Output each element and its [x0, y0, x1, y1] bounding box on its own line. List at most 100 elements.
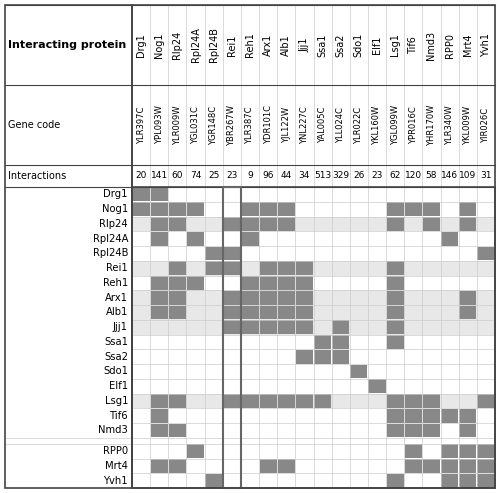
Text: Jjj1: Jjj1 — [300, 38, 310, 52]
Bar — [423, 459, 440, 473]
Text: 34: 34 — [298, 172, 310, 180]
Text: YLR387C: YLR387C — [246, 106, 254, 144]
Text: 25: 25 — [208, 172, 220, 180]
Text: YAL005C: YAL005C — [318, 107, 327, 143]
Text: Ssa1: Ssa1 — [104, 337, 128, 347]
Text: Nog1: Nog1 — [102, 204, 128, 214]
Bar — [278, 320, 295, 334]
Bar — [386, 423, 404, 437]
Bar — [278, 291, 295, 305]
Text: Yvh1: Yvh1 — [104, 476, 128, 486]
Bar — [223, 291, 240, 305]
Bar — [296, 350, 313, 363]
Bar — [441, 409, 458, 423]
Text: 31: 31 — [480, 172, 492, 180]
Text: 44: 44 — [280, 172, 292, 180]
Bar — [242, 320, 258, 334]
Text: 23: 23 — [372, 172, 382, 180]
Bar — [423, 423, 440, 437]
Bar — [405, 409, 422, 423]
Text: YLR340W: YLR340W — [445, 105, 454, 145]
Bar — [441, 444, 458, 458]
Bar — [405, 444, 422, 458]
Text: Nog1: Nog1 — [154, 32, 164, 58]
Bar — [368, 379, 386, 393]
Bar — [260, 394, 276, 408]
Text: 109: 109 — [459, 172, 476, 180]
Bar — [278, 459, 295, 473]
Bar — [132, 202, 150, 216]
Bar — [223, 306, 240, 319]
Bar — [169, 291, 186, 305]
Bar — [223, 261, 240, 275]
Bar — [296, 291, 313, 305]
Bar — [132, 261, 495, 276]
Text: Ssa2: Ssa2 — [104, 352, 128, 362]
Bar — [169, 459, 186, 473]
Text: Rlp24: Rlp24 — [100, 219, 128, 229]
Text: Rei1: Rei1 — [227, 35, 237, 56]
Bar — [386, 335, 404, 349]
Text: 62: 62 — [390, 172, 401, 180]
Bar — [296, 276, 313, 290]
Text: Elf1: Elf1 — [109, 381, 128, 391]
Bar — [150, 459, 168, 473]
Bar — [296, 394, 313, 408]
Bar — [386, 320, 404, 334]
Text: Drg1: Drg1 — [136, 33, 146, 57]
Bar — [242, 276, 258, 290]
Bar — [187, 444, 204, 458]
Bar — [478, 474, 494, 488]
Bar — [423, 202, 440, 216]
Bar — [242, 232, 258, 246]
Bar — [260, 202, 276, 216]
Text: YKL009W: YKL009W — [464, 106, 472, 144]
Bar — [386, 261, 404, 275]
Text: Lsg1: Lsg1 — [104, 396, 128, 406]
Bar — [223, 394, 240, 408]
Bar — [478, 459, 494, 473]
Bar — [459, 306, 476, 319]
Bar — [132, 320, 495, 334]
Bar — [150, 217, 168, 231]
Text: YDR101C: YDR101C — [264, 106, 272, 144]
Bar — [150, 394, 168, 408]
Bar — [169, 394, 186, 408]
Text: YPR016C: YPR016C — [409, 106, 418, 144]
Bar — [187, 202, 204, 216]
Bar — [441, 232, 458, 246]
Text: Ssa1: Ssa1 — [318, 34, 328, 57]
Bar — [278, 276, 295, 290]
Bar — [423, 409, 440, 423]
Bar — [278, 394, 295, 408]
Bar — [459, 423, 476, 437]
Bar — [260, 261, 276, 275]
Text: 146: 146 — [441, 172, 458, 180]
Text: Sdo1: Sdo1 — [103, 366, 128, 376]
Text: Tif6: Tif6 — [408, 36, 418, 54]
Bar — [423, 394, 440, 408]
Bar — [132, 393, 495, 408]
Text: Mrt4: Mrt4 — [105, 461, 128, 471]
Text: YLR009W: YLR009W — [173, 105, 182, 145]
Bar — [132, 305, 495, 320]
Text: RPP0: RPP0 — [444, 33, 454, 58]
Bar — [278, 306, 295, 319]
Bar — [386, 409, 404, 423]
Text: YGL031C: YGL031C — [191, 106, 200, 144]
Text: YJL122W: YJL122W — [282, 107, 291, 143]
Bar — [205, 261, 222, 275]
Bar — [242, 291, 258, 305]
Bar — [278, 202, 295, 216]
Bar — [386, 217, 404, 231]
Text: 141: 141 — [150, 172, 168, 180]
Bar — [332, 350, 349, 363]
Bar — [332, 320, 349, 334]
Text: 60: 60 — [172, 172, 183, 180]
Bar — [314, 350, 331, 363]
Text: Interactions: Interactions — [8, 171, 66, 181]
Bar — [423, 217, 440, 231]
Text: Nmd3: Nmd3 — [98, 425, 128, 435]
Bar — [187, 232, 204, 246]
Bar — [169, 261, 186, 275]
